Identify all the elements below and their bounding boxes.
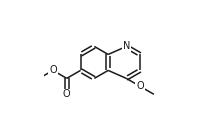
Text: O: O (49, 65, 57, 75)
Text: N: N (123, 41, 130, 51)
Text: O: O (63, 89, 71, 99)
Text: O: O (136, 81, 144, 91)
